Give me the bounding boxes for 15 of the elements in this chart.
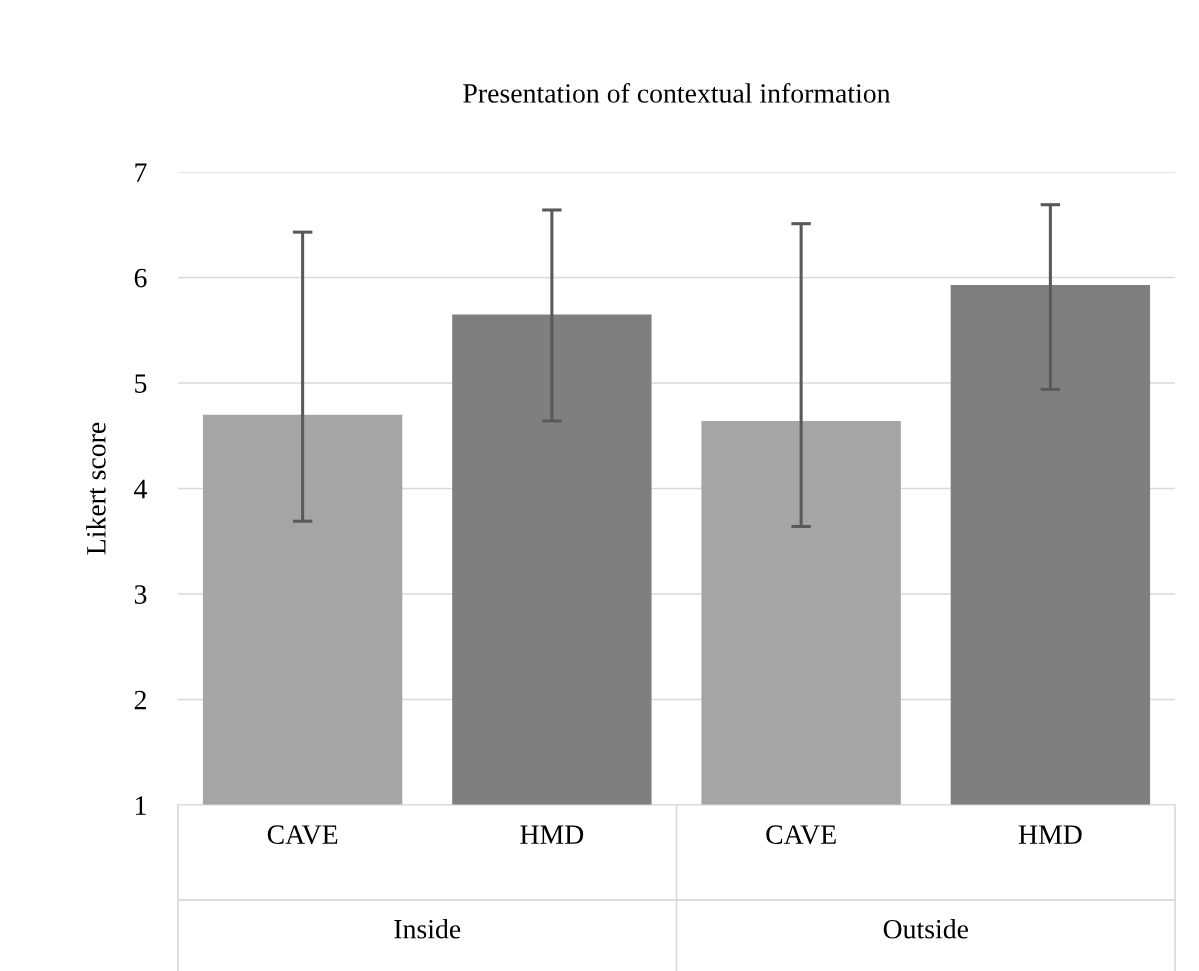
x-tick-label: CAVE xyxy=(267,825,338,845)
text: Outside xyxy=(883,919,968,939)
x-tick-label: HMD xyxy=(520,825,584,844)
y-tick-label: 6 xyxy=(134,268,147,288)
text: Inside xyxy=(394,919,461,939)
x-tick-label: CAVE xyxy=(766,825,836,845)
chart-title: Presentation of contextual information xyxy=(463,83,891,103)
y-tick-label: 5 xyxy=(135,374,147,393)
y-tick-label: 1 xyxy=(136,796,146,815)
y-tick-label: 3 xyxy=(134,585,147,604)
y-tick-label: 7 xyxy=(135,163,147,182)
y-tick-label: 4 xyxy=(134,479,148,499)
y-tick-label: 2 xyxy=(134,690,146,710)
x-tick-label: HMD xyxy=(1018,825,1082,844)
y-axis-title: Likert score xyxy=(86,422,106,555)
